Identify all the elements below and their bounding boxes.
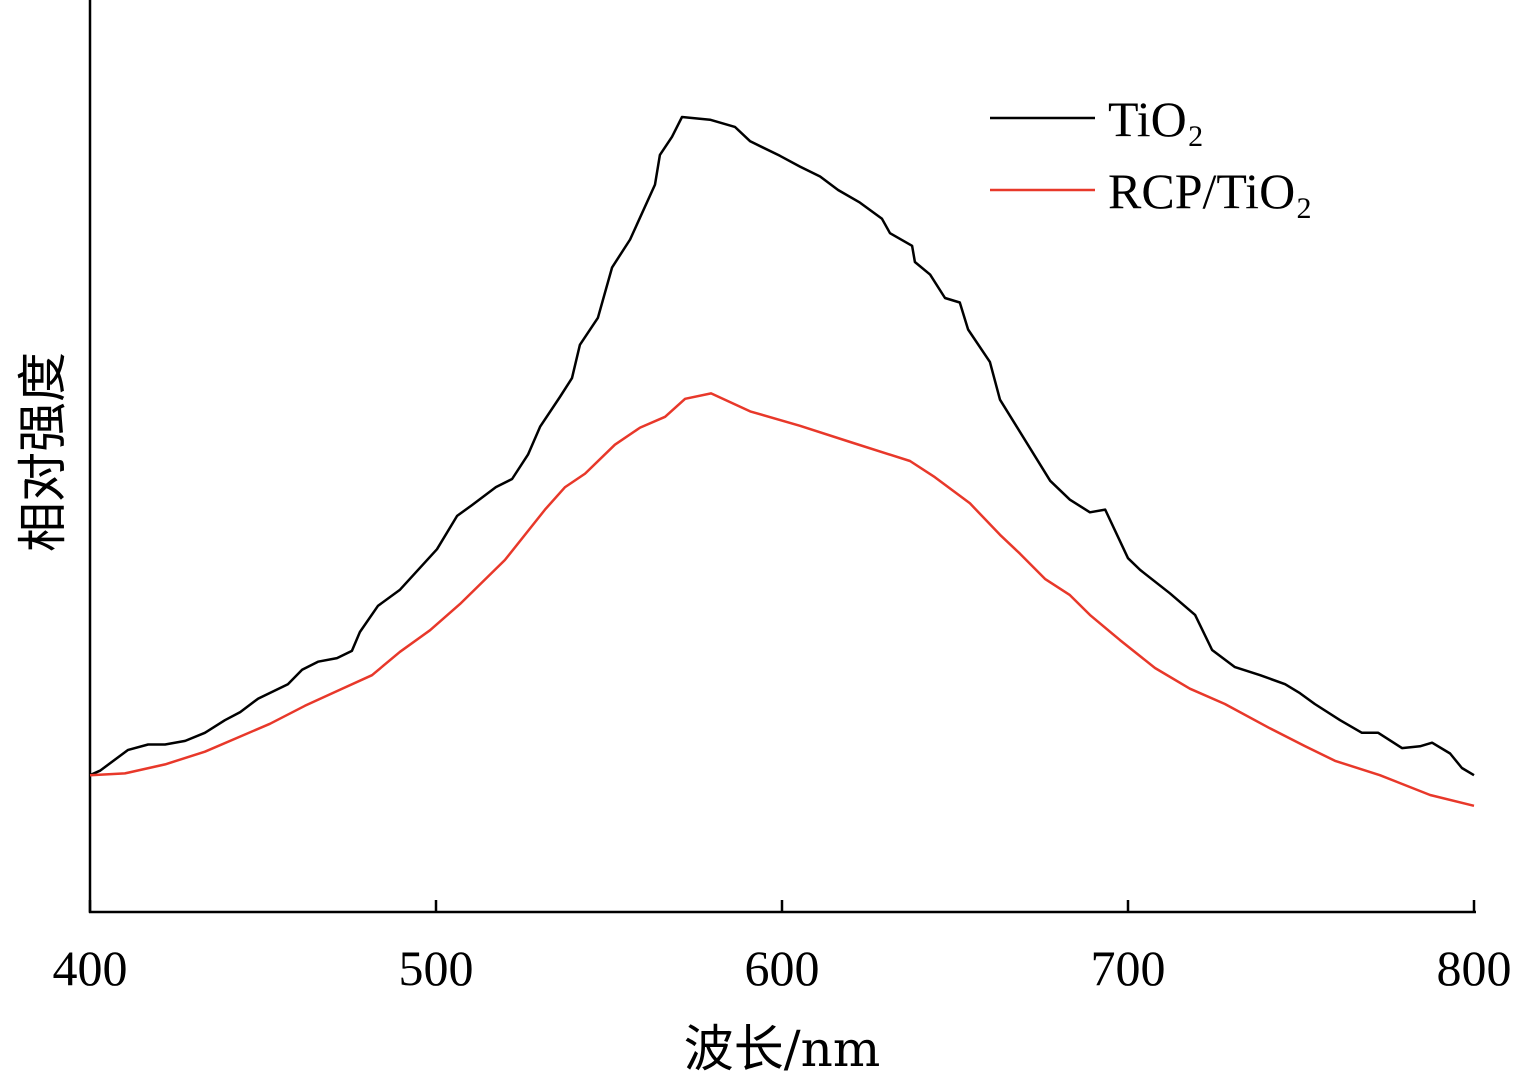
x-tick-label: 800 xyxy=(1437,940,1512,996)
series-lines xyxy=(89,115,1475,808)
legend-label-tio2: TiO₂ xyxy=(1108,91,1204,147)
legend: TiO₂ RCP/TiO₂ xyxy=(990,91,1313,219)
x-tick-label: 600 xyxy=(745,940,820,996)
x-tick-label: 700 xyxy=(1091,940,1166,996)
x-tick-label: 500 xyxy=(399,940,474,996)
x-tick-labels: 400 500 600 700 800 xyxy=(53,940,1512,996)
series-line-rcp-tio2 xyxy=(89,392,1475,808)
x-ticks xyxy=(88,900,1476,912)
legend-label-rcp-tio2: RCP/TiO₂ xyxy=(1108,163,1313,219)
y-axis-title: 相对强度 xyxy=(14,352,72,552)
x-tick-label: 400 xyxy=(53,940,128,996)
series-line-tio2 xyxy=(89,115,1475,777)
x-axis-title: 波长/nm xyxy=(684,1020,880,1078)
